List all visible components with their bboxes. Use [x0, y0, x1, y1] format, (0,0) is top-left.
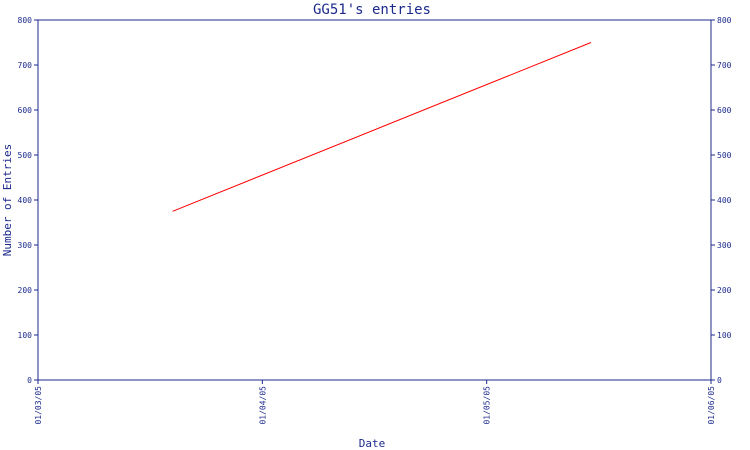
x-tick-label: 01/06/05 [707, 386, 716, 425]
y-tick-label-left: 800 [18, 16, 33, 25]
y-tick-label-left: 0 [27, 376, 32, 385]
series-line [172, 42, 592, 212]
chart-title: GG51's entries [313, 2, 431, 18]
x-tick-label: 01/03/05 [34, 386, 43, 425]
y-tick-label-right: 700 [717, 61, 732, 70]
y-tick-label-left: 100 [18, 331, 33, 340]
y-axis-right: 0 100 200 300 400 500 600 700 800 [711, 16, 732, 385]
y-tick-label-right: 500 [717, 151, 732, 160]
y-tick-label-right: 200 [717, 286, 732, 295]
y-tick-label-left: 200 [18, 286, 33, 295]
y-tick-label-left: 400 [18, 196, 33, 205]
y-tick-label-right: 800 [717, 16, 732, 25]
y-tick-label-left: 700 [18, 61, 33, 70]
x-tick-label: 01/04/05 [258, 386, 267, 425]
y-axis-left: 0 100 200 300 400 500 600 700 800 [18, 16, 38, 385]
series-layer [172, 42, 592, 212]
x-axis: 01/03/05 01/04/05 01/05/05 01/06/05 [34, 380, 716, 425]
y-tick-label-right: 600 [717, 106, 732, 115]
y-tick-label-right: 0 [717, 376, 722, 385]
plot-border [37, 19, 712, 381]
y-tick-label-right: 300 [717, 241, 732, 250]
x-axis-label: Date [359, 437, 386, 450]
y-axis-label: Number of Entries [1, 144, 14, 257]
y-tick-label-right: 100 [717, 331, 732, 340]
y-tick-label-right: 400 [717, 196, 732, 205]
y-tick-label-left: 300 [18, 241, 33, 250]
x-tick-label: 01/05/05 [483, 386, 492, 425]
plot-frame [37, 19, 712, 381]
y-tick-label-left: 600 [18, 106, 33, 115]
y-tick-label-left: 500 [18, 151, 33, 160]
